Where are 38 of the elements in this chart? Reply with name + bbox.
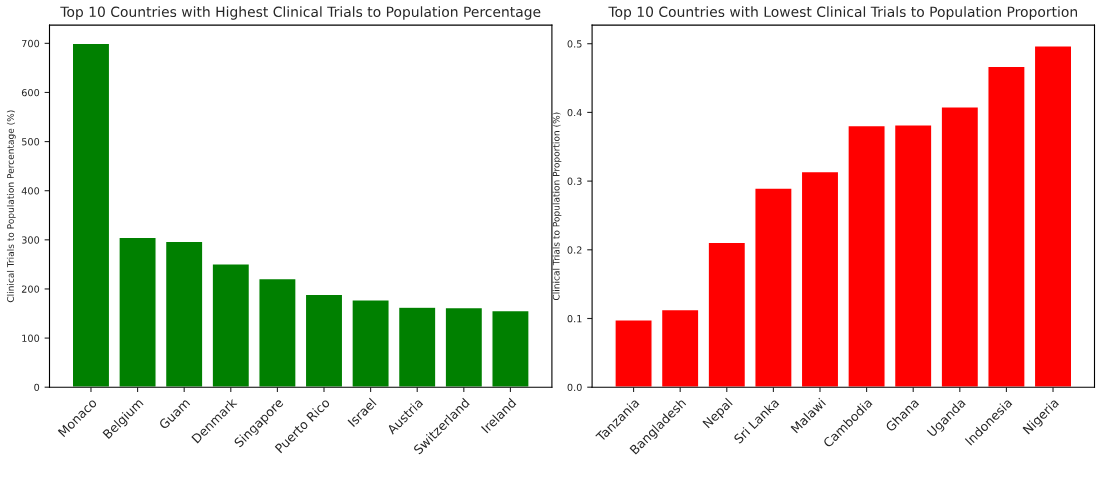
bar [164, 240, 204, 388]
y-axis-title: Clinical Trials to Population Proportion (%) [552, 112, 562, 301]
y-tick-label: 700 [22, 39, 40, 48]
y-tick-label: 0.1 [567, 314, 582, 323]
y-tick-label: 0.4 [567, 108, 582, 117]
bar [71, 42, 111, 388]
y-tick-label: 0.3 [567, 177, 582, 185]
y-tick-label: 400 [21, 187, 40, 195]
y-tick-label: 0.2 [567, 246, 582, 254]
bar [660, 308, 700, 388]
y-tick-label: 0 [34, 383, 40, 392]
bar [211, 263, 251, 388]
bar [800, 170, 840, 388]
bar [491, 309, 530, 388]
bar [754, 187, 793, 388]
bar [614, 319, 653, 388]
bar [987, 65, 1026, 388]
bar [397, 306, 437, 388]
bar [707, 241, 747, 388]
bar [940, 106, 980, 388]
bar [1033, 45, 1073, 388]
bar [304, 293, 344, 388]
bar [351, 299, 390, 388]
y-tick-label: 600 [21, 88, 40, 97]
y-tick-label: 200 [21, 285, 40, 293]
y-tick-label: 300 [21, 236, 40, 244]
y-tick-label: 100 [22, 334, 40, 342]
bar [258, 277, 297, 388]
chart-title: Top 10 Countries with Highest Clinical Trials to Population Percentage [60, 6, 541, 20]
bar [893, 124, 933, 388]
y-tick-label: 0.0 [567, 383, 582, 392]
y-axis-title: Clinical Trials to Population Percentage (%) [6, 110, 16, 303]
y-tick-label: 500 [21, 138, 40, 146]
bar [444, 306, 484, 388]
bar [118, 236, 157, 388]
y-tick-label: 0.5 [567, 40, 582, 48]
chart-title: Top 10 Countries with Lowest Clinical Trials to Population Proportion [608, 6, 1077, 20]
bar [847, 124, 886, 388]
